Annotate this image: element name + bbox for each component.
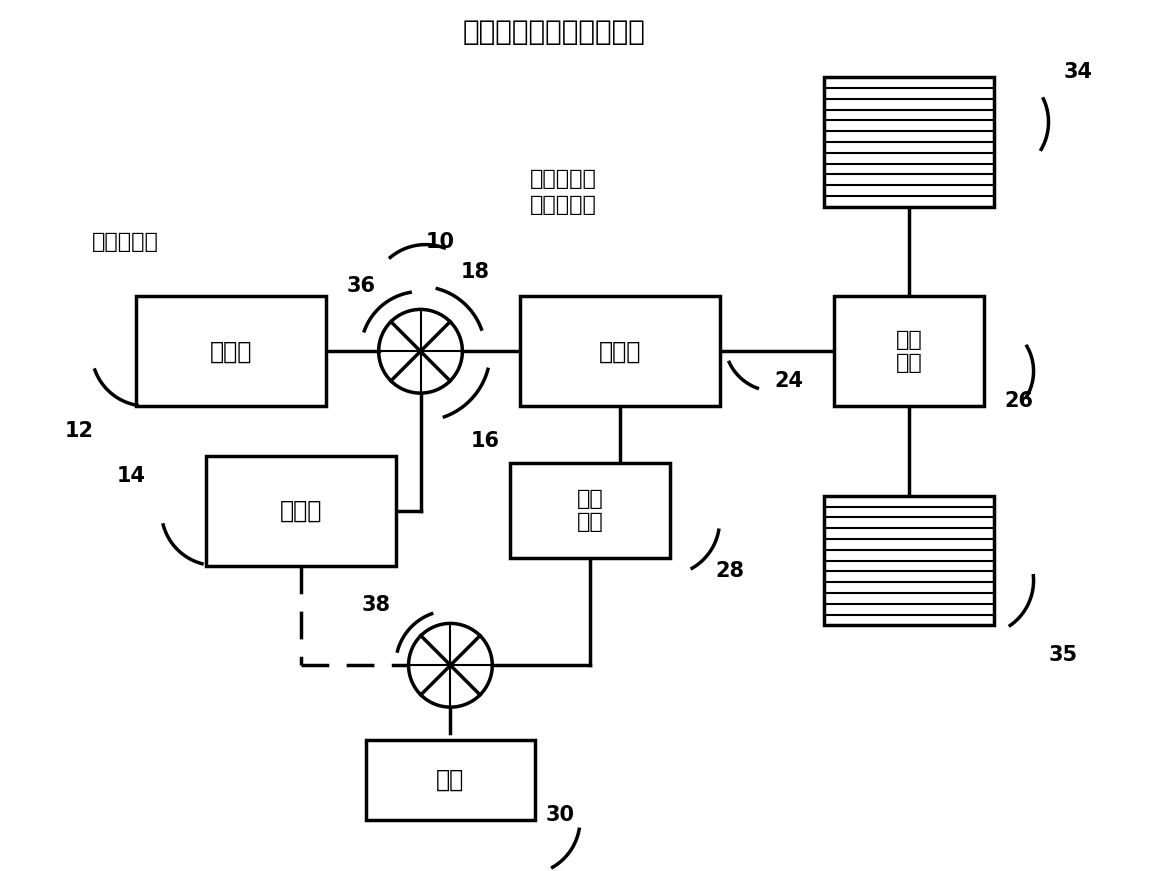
Bar <box>365 740 536 820</box>
Text: 12: 12 <box>65 421 95 441</box>
Text: 主减
速器: 主减 速器 <box>895 329 922 373</box>
Text: 电池: 电池 <box>436 768 464 792</box>
Text: 发动机与变速器完全关闭: 发动机与变速器完全关闭 <box>462 18 645 46</box>
Bar <box>137 296 326 406</box>
Text: 38: 38 <box>361 596 390 616</box>
Text: 18: 18 <box>461 261 490 281</box>
Text: 变速器空档
离合器松开: 变速器空档 离合器松开 <box>530 169 598 215</box>
Text: 34: 34 <box>1064 62 1093 82</box>
Bar <box>824 78 993 206</box>
Bar <box>520 296 720 406</box>
Bar <box>834 296 984 406</box>
Text: 30: 30 <box>546 805 574 825</box>
Text: 变速器: 变速器 <box>599 340 641 363</box>
Text: 16: 16 <box>470 431 499 451</box>
Bar <box>510 463 670 558</box>
Text: 28: 28 <box>715 561 745 581</box>
Text: 发动机: 发动机 <box>210 340 252 363</box>
Text: 36: 36 <box>347 276 376 296</box>
Bar <box>824 496 993 625</box>
Text: 24: 24 <box>775 371 804 391</box>
Text: 14: 14 <box>117 466 146 486</box>
Text: 电辅
助泵: 电辅 助泵 <box>576 490 603 532</box>
Text: 10: 10 <box>426 232 455 252</box>
Bar <box>207 456 396 565</box>
Text: 发动机停机: 发动机停机 <box>91 232 159 252</box>
Text: 起动机: 起动机 <box>280 499 322 523</box>
Text: 26: 26 <box>1004 391 1033 411</box>
Text: 35: 35 <box>1049 645 1078 665</box>
